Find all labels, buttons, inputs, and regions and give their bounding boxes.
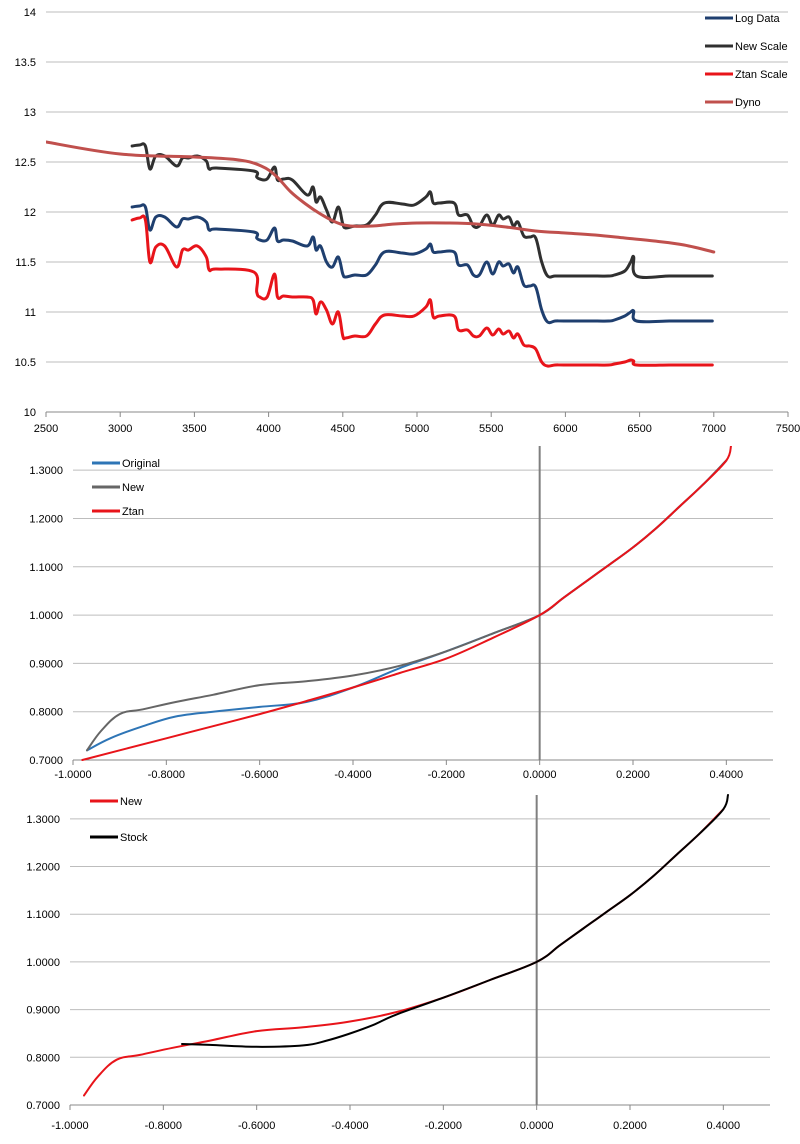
x-tick-label: -0.4000 [334,769,371,781]
x-tick-label: 6000 [553,423,577,435]
y-tick-label: 1.3000 [26,814,60,826]
x-tick-label: -0.2000 [428,769,465,781]
new-vs-stock-chart: 0.7000 0.8000 0.9000 1.0000 1.1000 1.2000 1.30… [26,794,770,1132]
x-tick-label: 7500 [776,423,800,435]
x-tick-label: 0.0000 [523,769,557,781]
x-tick-label: 5000 [405,423,429,435]
x-tick-label: -0.2000 [425,1120,462,1132]
x-tick-label: 0.2000 [613,1120,647,1132]
x-tick-label: 0.4000 [710,769,744,781]
y-tick-label: 12.5 [15,157,36,169]
x-tick-label: -0.8000 [148,769,185,781]
y-tick-label: 0.9000 [26,1005,60,1017]
y-tick-label: 1.1000 [26,909,60,921]
x-tick-label: 5500 [479,423,503,435]
x-tick-label: -1.0000 [54,769,91,781]
y-tick-label: 13 [24,107,36,119]
x-tick-label: -0.8000 [145,1120,182,1132]
x-tick-label: 3500 [182,423,206,435]
y-tick-label: 12 [24,207,36,219]
y-tick-label: 0.9000 [29,658,63,670]
y-tick-label: 0.8000 [26,1052,60,1064]
legend-label: Original [122,458,160,470]
series-line-ztan [81,446,732,761]
y-tick-label: 1.2000 [26,862,60,874]
legend-label: Stock [120,832,148,844]
y-tick-label: 11 [25,307,36,319]
series-line-dyno [46,140,716,254]
x-tick-label: -0.4000 [331,1120,368,1132]
series-line-new-scale [130,142,714,279]
x-tick-label: -0.6000 [238,1120,275,1132]
legend-label: Ztan Scale [735,69,788,81]
legend-label: New Scale [735,41,788,53]
y-tick-label: 0.7000 [29,755,63,767]
legend-label: Ztan [122,506,144,518]
y-tick-label: 14 [24,7,36,19]
y-tick-label: 1.0000 [26,957,60,969]
x-tick-label: 4000 [256,423,280,435]
x-tick-label: 4500 [331,423,355,435]
y-tick-label: 10 [24,407,36,419]
y-tick-label: 10.5 [15,357,36,369]
series-line-original [86,459,728,752]
series-line-new [86,459,728,752]
x-tick-label: 0.2000 [616,769,650,781]
y-tick-label: 1.0000 [29,610,63,622]
x-tick-label: 2500 [34,423,58,435]
series-line-new [83,808,725,1097]
y-tick-label: 0.8000 [29,707,63,719]
x-tick-label: 7000 [702,423,726,435]
legend-label: New [120,796,142,808]
y-tick-label: 1.2000 [29,513,63,525]
x-tick-label: 6500 [627,423,651,435]
x-tick-label: 3000 [108,423,132,435]
legend-label: New [122,482,144,494]
x-tick-label: -1.0000 [51,1120,88,1132]
scale-comparison-chart: 0.7000 0.8000 0.9000 1.0000 1.1000 1.2000 1.30… [29,446,773,781]
x-tick-label: -0.6000 [241,769,278,781]
dyno-comparison-chart: 10 10.5 11 11.5 12 12.5 13 13.5 14 2500 3000 3500 40… [15,7,800,435]
series-line-log-data [130,203,714,325]
y-tick-label: 13.5 [15,57,36,69]
x-tick-label: 0.4000 [707,1120,741,1132]
y-tick-label: 1.1000 [29,562,63,574]
y-tick-label: 0.7000 [26,1100,60,1112]
series-line-ztan-scale [130,214,714,368]
y-tick-label: 1.3000 [29,465,63,477]
y-tick-label: 11.5 [15,257,36,269]
series-line-stock [181,794,729,1048]
legend-label: Log Data [735,13,781,25]
legend-label: Dyno [735,97,761,109]
x-tick-label: 0.0000 [520,1120,554,1132]
